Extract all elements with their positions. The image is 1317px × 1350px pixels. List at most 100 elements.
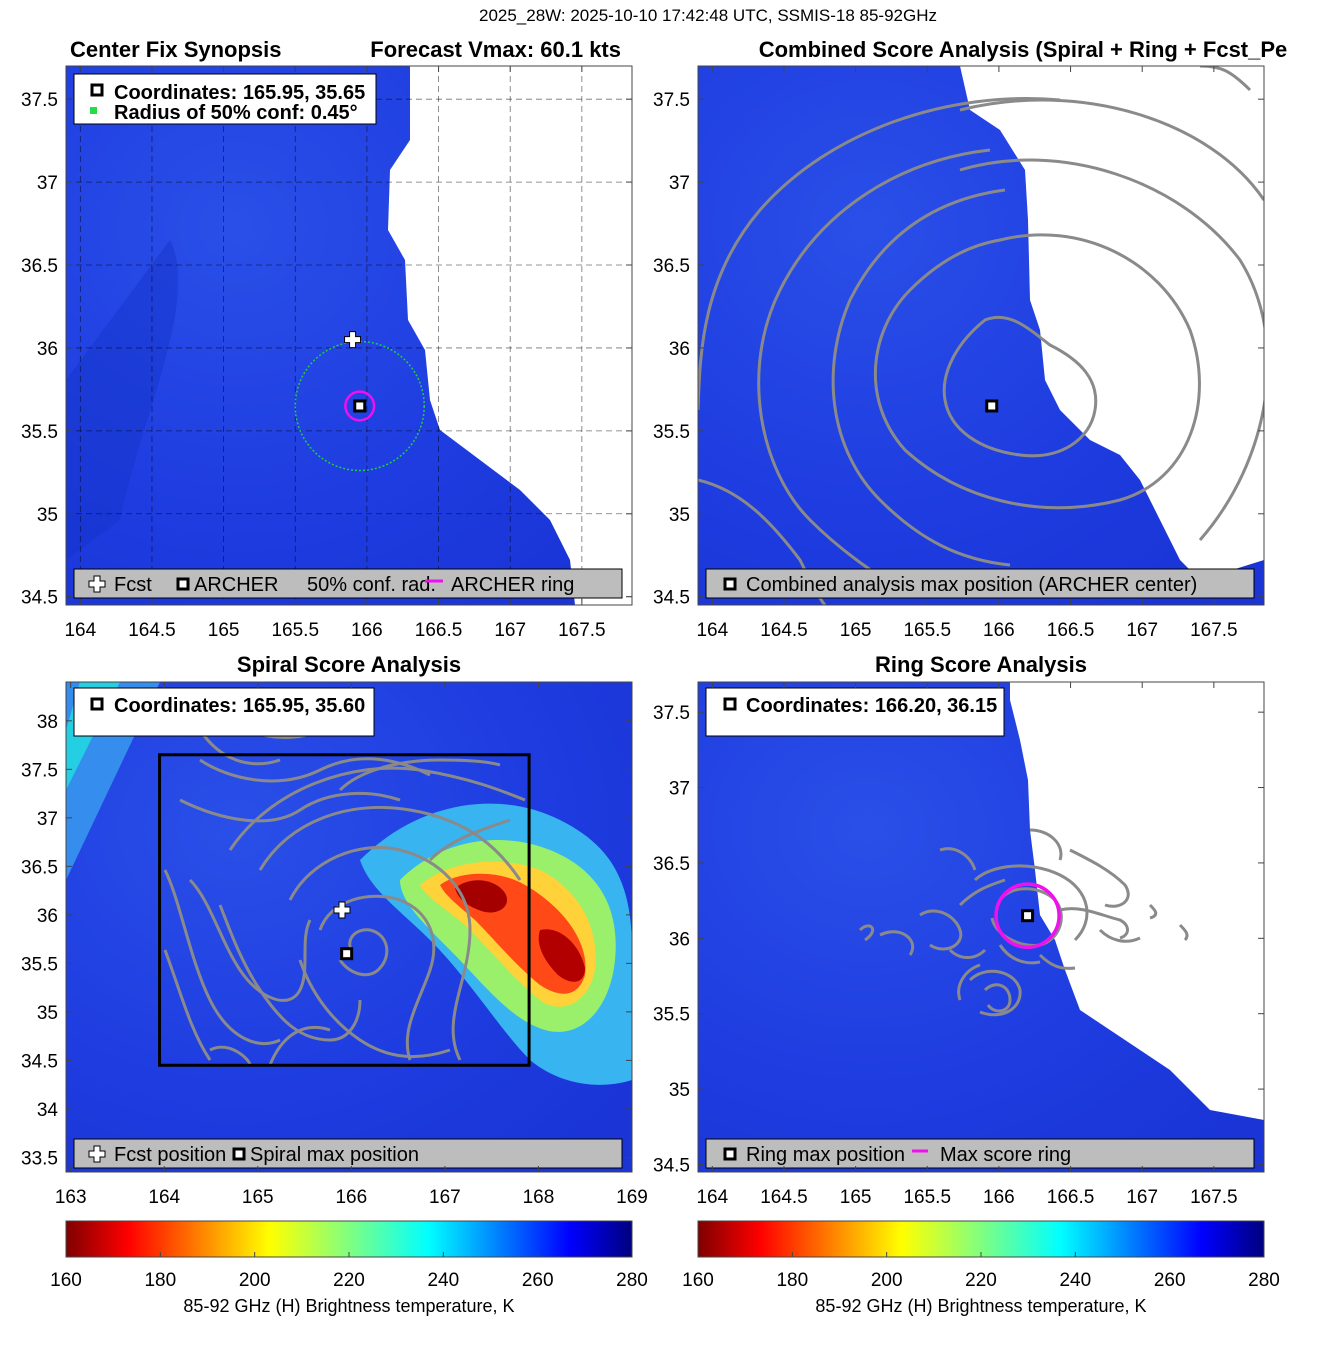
- panel-b-frame: [697, 65, 1265, 606]
- x-tick-label: 166.5: [1047, 1187, 1095, 1208]
- colorbar-tick-label: 240: [1059, 1270, 1091, 1291]
- x-tick-label: 165: [208, 620, 240, 641]
- colorbar-tick-label: 180: [776, 1270, 808, 1291]
- legend-archer-ring: ARCHER ring: [451, 574, 574, 596]
- y-tick-label: 33.5: [21, 1148, 58, 1169]
- archer-center-marker: [353, 399, 367, 413]
- panel-b-title: Combined Score Analysis (Spiral + Ring +…: [759, 37, 1288, 62]
- y-tick-label: 34.5: [21, 1051, 58, 1072]
- panel-d-legend: [705, 1138, 1255, 1169]
- colorbar-tick-label: 220: [965, 1270, 997, 1291]
- colorbar-right-ticks: 160 180 200 220 240 260 280: [682, 1252, 1280, 1291]
- x-tick-label: 166: [351, 620, 383, 641]
- x-tick-label: 165.5: [903, 620, 951, 641]
- panel-d-contours: [858, 828, 1189, 1017]
- y-tick-label: 37: [669, 173, 690, 194]
- black-square-icon: [176, 577, 190, 591]
- panel-d-coordinates: Coordinates: 166.20, 36.15: [746, 695, 997, 717]
- black-square-icon: [90, 83, 104, 97]
- x-tick-label: 167.5: [1190, 1187, 1238, 1208]
- colorbar-tick-label: 260: [522, 1270, 554, 1291]
- white-plus-icon: [88, 1145, 106, 1163]
- x-tick-label: 168: [523, 1187, 555, 1208]
- x-tick-label: 167: [429, 1187, 461, 1208]
- spiral-fcst-marker: [333, 901, 351, 919]
- panel-c-heatmap: [66, 682, 632, 1172]
- y-tick-label: 35.5: [653, 422, 690, 443]
- black-square-icon: [985, 399, 999, 413]
- y-tick-label: 35.5: [21, 954, 58, 975]
- panel-a-coordinates: Coordinates: 165.95, 35.65: [114, 82, 365, 104]
- y-tick-label: 34.5: [21, 588, 58, 609]
- panel-c-frame: [65, 681, 633, 1173]
- x-tick-label: 167: [1126, 620, 1158, 641]
- black-square-icon: [232, 1147, 246, 1161]
- y-tick-label: 36: [669, 929, 690, 950]
- panel-a-radius: Radius of 50% conf: 0.45°: [114, 102, 358, 124]
- x-tick-label: 165.5: [271, 620, 319, 641]
- y-tick-label: 37: [37, 173, 58, 194]
- colorbar-tick-label: 180: [144, 1270, 176, 1291]
- panel-c-legend: [73, 1138, 623, 1169]
- fcst-marker: [344, 331, 362, 349]
- x-tick-label: 169: [616, 1187, 648, 1208]
- panel-a-ticks: 164 164.5 165 165.5 166 166.5 167 167.5 34.5 35 35…: [21, 66, 632, 641]
- x-tick-label: 164: [696, 1187, 728, 1208]
- x-tick-label: 166.5: [415, 620, 463, 641]
- y-tick-label: 37.5: [21, 90, 58, 111]
- panel-d-ticks: 164 164.5 165 165.5 166 166.5 167 167.5 34.5 35 35…: [653, 682, 1264, 1208]
- panel-a-info-box: [73, 73, 377, 125]
- colorbar-right-label: 85-92 GHz (H) Brightness temperature, K: [815, 1296, 1146, 1316]
- panel-a-legend: [73, 568, 623, 599]
- black-square-icon: [340, 947, 354, 961]
- black-square-icon: [353, 399, 367, 413]
- panel-ring-score-analysis: Ring Score Analysis: [653, 652, 1265, 1208]
- colorbar-left: 160 180 200 220 240 260 280 85-92 GHz (H) Brig…: [50, 1220, 648, 1316]
- panel-c-contours: [163, 728, 526, 1066]
- x-tick-label: 164.5: [760, 620, 808, 641]
- figure-suptitle: 2025_28W: 2025-10-10 17:42:48 UTC, SSMIS…: [479, 6, 937, 25]
- y-tick-label: 36.5: [653, 256, 690, 277]
- x-tick-label: 165: [840, 1187, 872, 1208]
- y-tick-label: 35: [37, 505, 58, 526]
- colorbar-tick-label: 240: [427, 1270, 459, 1291]
- x-tick-label: 167.5: [558, 620, 606, 641]
- x-tick-label: 164: [696, 620, 728, 641]
- panel-spiral-score-analysis: Spiral Score Analysis: [21, 652, 648, 1208]
- x-tick-label: 164.5: [128, 620, 176, 641]
- panel-a-title-right: Forecast Vmax: 60.1 kts: [370, 37, 621, 62]
- colorbar-right: 160 180 200 220 240 260 280 85-92 GHz (H) Brig…: [682, 1220, 1280, 1316]
- y-tick-label: 37.5: [653, 703, 690, 724]
- panel-d-title: Ring Score Analysis: [875, 652, 1087, 677]
- panel-a-cold-cloud: [340, 66, 632, 605]
- panel-c-title: Spiral Score Analysis: [237, 652, 461, 677]
- panel-a-cool-band: [66, 240, 179, 560]
- white-plus-icon: [333, 901, 351, 919]
- panel-b-contours: [698, 66, 1264, 605]
- panel-a-title-left: Center Fix Synopsis: [70, 37, 282, 62]
- colorbar-tick-label: 220: [333, 1270, 365, 1291]
- legend-max-score-ring: Max score ring: [940, 1144, 1071, 1166]
- black-square-icon: [90, 697, 104, 711]
- y-tick-label: 36: [37, 906, 58, 927]
- green-dot-icon: [90, 107, 97, 114]
- y-tick-label: 34.5: [653, 588, 690, 609]
- x-tick-label: 166: [335, 1187, 367, 1208]
- x-tick-label: 164.5: [760, 1187, 808, 1208]
- legend-fcst: Fcst: [114, 574, 152, 596]
- panel-b-heatmap: [698, 66, 1264, 605]
- x-tick-label: 167: [494, 620, 526, 641]
- y-tick-label: 35: [37, 1003, 58, 1024]
- y-tick-label: 35: [669, 1080, 690, 1101]
- panel-d-frame: [697, 681, 1265, 1173]
- y-tick-label: 36: [37, 339, 58, 360]
- panel-d-info-box: [705, 687, 1005, 737]
- y-tick-label: 38: [37, 712, 58, 733]
- legend-archer: ARCHER: [194, 574, 278, 596]
- y-tick-label: 34: [37, 1100, 59, 1121]
- panel-combined-score-analysis: Combined Score Analysis (Spiral + Ring +…: [653, 37, 1287, 641]
- colorbar-left-label: 85-92 GHz (H) Brightness temperature, K: [183, 1296, 514, 1316]
- white-plus-icon: [88, 575, 106, 593]
- black-square-icon: [1021, 909, 1035, 923]
- panel-c-ticks: 163 164 165 166 167 168 169 33.5 34 34.5 35 35.5 36 3…: [21, 682, 648, 1208]
